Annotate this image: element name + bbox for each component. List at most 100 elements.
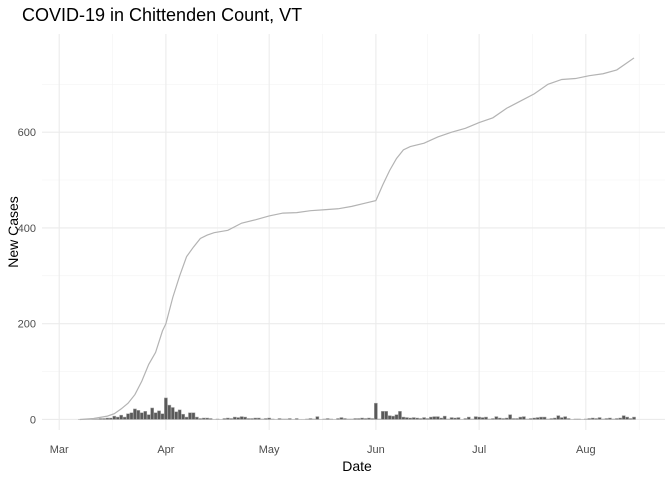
daily-bar (315, 416, 320, 420)
daily-bar (597, 417, 602, 420)
daily-bar (243, 416, 247, 420)
daily-bar (267, 417, 271, 420)
daily-bar (263, 418, 268, 420)
daily-bar (480, 417, 485, 420)
daily-bar (129, 412, 134, 420)
daily-bar (432, 416, 437, 420)
daily-bar (535, 417, 540, 420)
daily-bar (532, 417, 537, 420)
daily-bar (288, 418, 292, 420)
daily-bar (146, 414, 151, 420)
daily-bar (618, 417, 623, 420)
daily-bar (398, 411, 402, 420)
daily-bar (449, 417, 454, 420)
daily-bar (253, 417, 258, 420)
daily-bar (308, 418, 313, 420)
daily-bar (143, 411, 148, 420)
daily-bar (467, 416, 471, 420)
daily-bar (133, 408, 137, 420)
daily-bar (422, 417, 426, 420)
daily-bar (360, 417, 364, 420)
daily-bar (384, 411, 388, 420)
daily-bar (115, 416, 120, 420)
chart-title: COVID-19 in Chittenden Count, VT (22, 5, 302, 25)
daily-bar (508, 414, 512, 420)
daily-bar (401, 416, 406, 420)
daily-bar (201, 417, 206, 420)
daily-bar (439, 417, 444, 420)
daily-bar (477, 416, 481, 420)
daily-bar (425, 418, 430, 420)
daily-bar (374, 402, 378, 420)
daily-bar (150, 407, 154, 420)
daily-bar (140, 412, 144, 420)
daily-bar (539, 416, 543, 420)
daily-bar (590, 417, 595, 420)
daily-bar (411, 417, 416, 420)
daily-bar (463, 418, 468, 420)
daily-bar (160, 413, 165, 420)
daily-bar (632, 416, 636, 420)
daily-bar (336, 418, 340, 420)
daily-bar (257, 417, 261, 420)
daily-bar (188, 412, 192, 420)
daily-bar (442, 415, 447, 420)
daily-bar (625, 416, 629, 420)
daily-bar (549, 418, 554, 420)
cumulative-line (79, 57, 635, 421)
x-axis-label: Date (342, 458, 372, 474)
x-tick-label: May (259, 444, 280, 456)
daily-bar (167, 404, 172, 420)
daily-bar (177, 409, 182, 420)
daily-bar (501, 418, 506, 420)
daily-bar (566, 418, 571, 420)
daily-bar (456, 417, 461, 420)
daily-bar (494, 416, 499, 420)
daily-bar (170, 407, 175, 420)
daily-bar (277, 418, 282, 420)
daily-bar (429, 416, 433, 420)
daily-bar (615, 418, 619, 420)
daily-bar (563, 416, 567, 420)
daily-bar (119, 414, 123, 420)
daily-bar (522, 416, 526, 420)
daily-bar (236, 417, 240, 420)
daily-bar (226, 417, 230, 420)
y-tick-label: 600 (18, 127, 36, 139)
daily-bar (232, 416, 237, 420)
daily-bar (184, 416, 189, 420)
daily-bar (415, 417, 419, 420)
daily-bar (122, 416, 127, 420)
daily-bar (608, 417, 612, 420)
daily-bar (436, 416, 440, 420)
daily-bar (497, 417, 502, 420)
daily-bar (205, 417, 210, 420)
daily-bar (604, 418, 609, 420)
y-tick-label: 400 (18, 223, 36, 235)
daily-bar (112, 415, 117, 420)
daily-bars (78, 397, 636, 420)
daily-bar (339, 417, 344, 420)
major-gridlines (42, 34, 665, 430)
daily-bar (164, 397, 168, 420)
daily-bar (515, 418, 519, 420)
daily-bar (394, 414, 399, 420)
daily-bar (174, 411, 179, 420)
daily-bar (391, 415, 395, 420)
x-tick-label: Jul (472, 444, 486, 456)
daily-bar (222, 418, 227, 420)
daily-bar (504, 417, 509, 420)
daily-bar (380, 411, 385, 420)
daily-bar (473, 416, 478, 420)
daily-bar (208, 418, 213, 420)
daily-bar (511, 418, 516, 420)
x-tick-label: Mar (50, 444, 69, 456)
daily-bar (250, 418, 254, 420)
daily-bar (109, 417, 113, 420)
daily-bar (195, 416, 199, 420)
daily-bar (229, 418, 234, 420)
minor-gridlines (42, 34, 665, 430)
daily-bar (370, 418, 375, 420)
daily-bar (157, 410, 161, 420)
daily-bar (246, 418, 251, 420)
